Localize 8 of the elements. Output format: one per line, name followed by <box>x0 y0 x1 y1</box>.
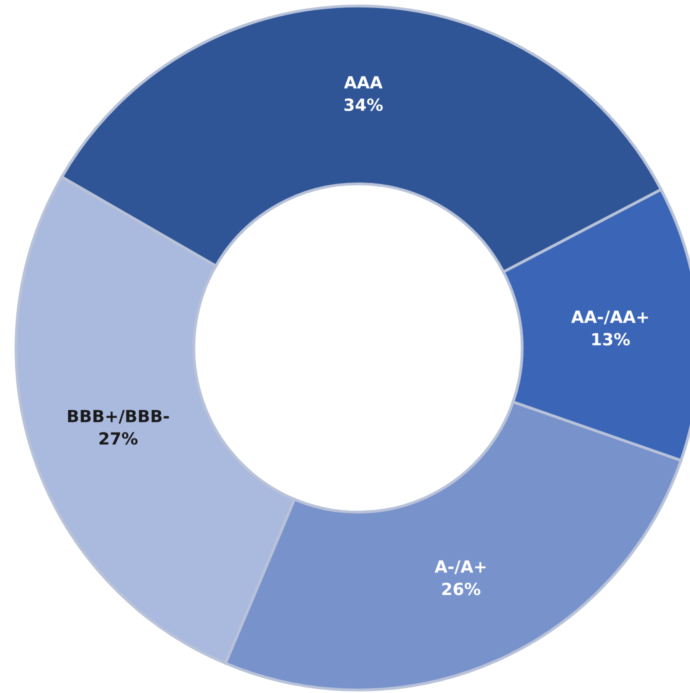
data-label: 34% <box>344 98 383 112</box>
data-label: 26% <box>442 582 480 596</box>
slice-label: AAA <box>344 76 383 88</box>
data-label: 13% <box>592 332 630 346</box>
slice-label: A-/A+ <box>434 560 486 574</box>
data-label: 27% <box>100 432 138 445</box>
slice-label: AA-/AA+ <box>571 310 648 324</box>
slice-label: BBB+/BBB- <box>68 410 169 424</box>
